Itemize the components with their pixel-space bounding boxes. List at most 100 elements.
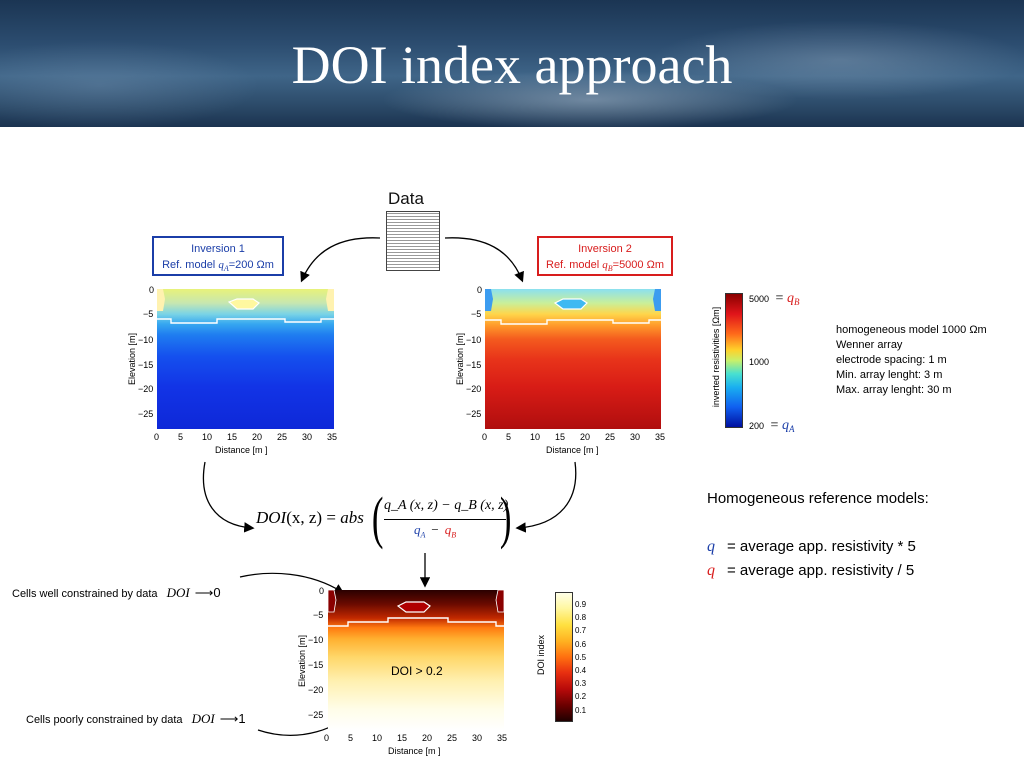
- section2-ylabel: Elevation [m]: [455, 332, 465, 386]
- ytick: −15: [138, 360, 154, 370]
- data-label: Data: [388, 189, 424, 208]
- xtick: 20: [252, 432, 263, 442]
- resistivity-colorbar: [725, 293, 743, 428]
- xtick: 5: [178, 432, 184, 442]
- ytick: 0: [477, 285, 483, 295]
- xtick: 25: [277, 432, 288, 442]
- model-info-line: homogeneous model 1000 Ωm: [836, 324, 987, 336]
- xtick: 5: [348, 733, 354, 743]
- cbar-tick: 0.9: [575, 600, 587, 609]
- cbar-tick-200: 200 = qA: [749, 418, 795, 434]
- cbar-tick: 0.2: [575, 692, 587, 702]
- model-info-line: electrode spacing: 1 m: [836, 354, 947, 366]
- xtick: 20: [580, 432, 591, 442]
- xtick: 25: [447, 733, 458, 743]
- note-well-constrained: Cells well constrained by data DOI ⟶0: [12, 585, 221, 600]
- ytick: −20: [466, 384, 482, 394]
- arrow-data-to-inv2: [444, 237, 524, 283]
- ytick: −10: [138, 335, 154, 345]
- xtick: 15: [227, 432, 238, 442]
- ytick: −25: [466, 409, 482, 419]
- ytick: 0: [319, 586, 325, 596]
- xtick: 35: [655, 432, 666, 442]
- xtick: 20: [422, 733, 433, 743]
- arrow-section2-to-formula: [515, 461, 577, 533]
- section1-ylabel: Elevation [m]: [127, 332, 137, 386]
- cloud-decoration: [380, 70, 800, 127]
- xtick: 10: [202, 432, 213, 442]
- ytick: −5: [471, 309, 482, 319]
- xtick: 0: [324, 733, 330, 743]
- ytick: −10: [308, 635, 324, 645]
- xtick: 30: [630, 432, 641, 442]
- arrow-section1-to-formula: [202, 461, 255, 533]
- arrow-right-icon: ⟶: [194, 585, 214, 600]
- arrow-data-to-inv1: [300, 237, 381, 283]
- ytick: −5: [313, 610, 324, 620]
- ytick: −10: [466, 335, 482, 345]
- xtick: 0: [154, 432, 160, 442]
- cbar-tick: 0.7: [575, 626, 587, 636]
- reference-models-heading: Homogeneous reference models:: [707, 490, 929, 507]
- inversion2-box: Inversion 2 Ref. model qB=5000 Ωm: [537, 236, 673, 276]
- cbar-tick: 0.6: [575, 639, 587, 649]
- ytick: 0: [149, 285, 155, 295]
- xtick: 0: [482, 432, 488, 442]
- xtick: 35: [327, 432, 338, 442]
- ytick: −15: [308, 660, 324, 670]
- model-info-line: Max. array lenght: 30 m: [836, 384, 952, 396]
- ytick: −20: [138, 384, 154, 394]
- model-info: homogeneous model 1000 Ωm Wenner array e…: [836, 323, 987, 398]
- fraction-line: [384, 519, 506, 520]
- cbar-tick: 0.4: [575, 666, 587, 676]
- formula-denominator: qA − qB: [414, 522, 457, 540]
- left-paren: (: [371, 485, 384, 550]
- cbar-tick-1000: 1000: [749, 357, 770, 367]
- right-paren: ): [499, 485, 512, 550]
- reference-model-line: q = average app. resistivity * 5: [707, 538, 916, 555]
- xtick: 35: [497, 733, 508, 743]
- xtick: 10: [530, 432, 541, 442]
- section2-plot: [485, 289, 661, 429]
- model-info-line: Wenner array: [836, 339, 903, 351]
- xtick: 5: [506, 432, 512, 442]
- ytick: −5: [143, 309, 154, 319]
- data-matrix-icon: [386, 211, 440, 271]
- reference-model-line: q = average app. resistivity / 5: [707, 562, 915, 579]
- resistivity-colorbar-label: inverted resistivities [Ωm]: [711, 306, 721, 408]
- cbar-tick: 0.1: [575, 705, 587, 715]
- xtick: 30: [302, 432, 313, 442]
- inversion1-ref-model: Ref. model qA=200 Ωm: [162, 259, 274, 274]
- model-info-line: Min. array lenght: 3 m: [836, 369, 943, 381]
- cloud-decoration: [0, 40, 260, 127]
- doi-xlabel: Distance [m ]: [388, 746, 441, 756]
- doi-plot: DOI > 0.2: [328, 590, 504, 730]
- ytick: −25: [308, 710, 324, 720]
- section1-plot: [157, 289, 334, 429]
- note-poorly-constrained: Cells poorly constrained by data DOI ⟶1: [26, 711, 246, 726]
- inversion1-box: Inversion 1 Ref. model qA=200 Ωm: [152, 236, 284, 276]
- ytick: −20: [308, 685, 324, 695]
- doi-formula: DOI(x, z) = abs ( q_A (x, z) − q_B (x, z…: [256, 485, 516, 552]
- xtick: 30: [472, 733, 483, 743]
- inversion2-ref-model: Ref. model qB=5000 Ωm: [546, 259, 664, 274]
- slide-title: DOI index approach: [291, 35, 733, 95]
- cbar-tick: 0.8: [575, 613, 587, 623]
- section2-xlabel: Distance [m ]: [546, 445, 599, 455]
- arrow-well-note: [239, 572, 345, 594]
- xtick: 25: [605, 432, 616, 442]
- section1-xlabel: Distance [m ]: [215, 445, 268, 455]
- doi-annotation: DOI > 0.2: [391, 664, 443, 678]
- ytick: −15: [466, 360, 482, 370]
- doi-colorbar: [555, 592, 573, 722]
- formula-lhs: DOI(x, z) = abs: [256, 508, 364, 527]
- cbar-tick-5000: 5000 = qB: [749, 291, 800, 307]
- arrow-right-icon: ⟶: [219, 711, 239, 726]
- doi-ylabel: Elevation [m]: [297, 634, 307, 688]
- cbar-tick: 0.3: [575, 679, 587, 689]
- xtick: 10: [372, 733, 383, 743]
- doi-cbar-ticks: 0.9 0.8 0.7 0.6 0.5 0.4 0.3 0.2 0.1: [575, 598, 586, 717]
- formula-numerator: q_A (x, z) − q_B (x, z): [384, 498, 509, 513]
- doi-colorbar-label: DOI index: [536, 634, 546, 676]
